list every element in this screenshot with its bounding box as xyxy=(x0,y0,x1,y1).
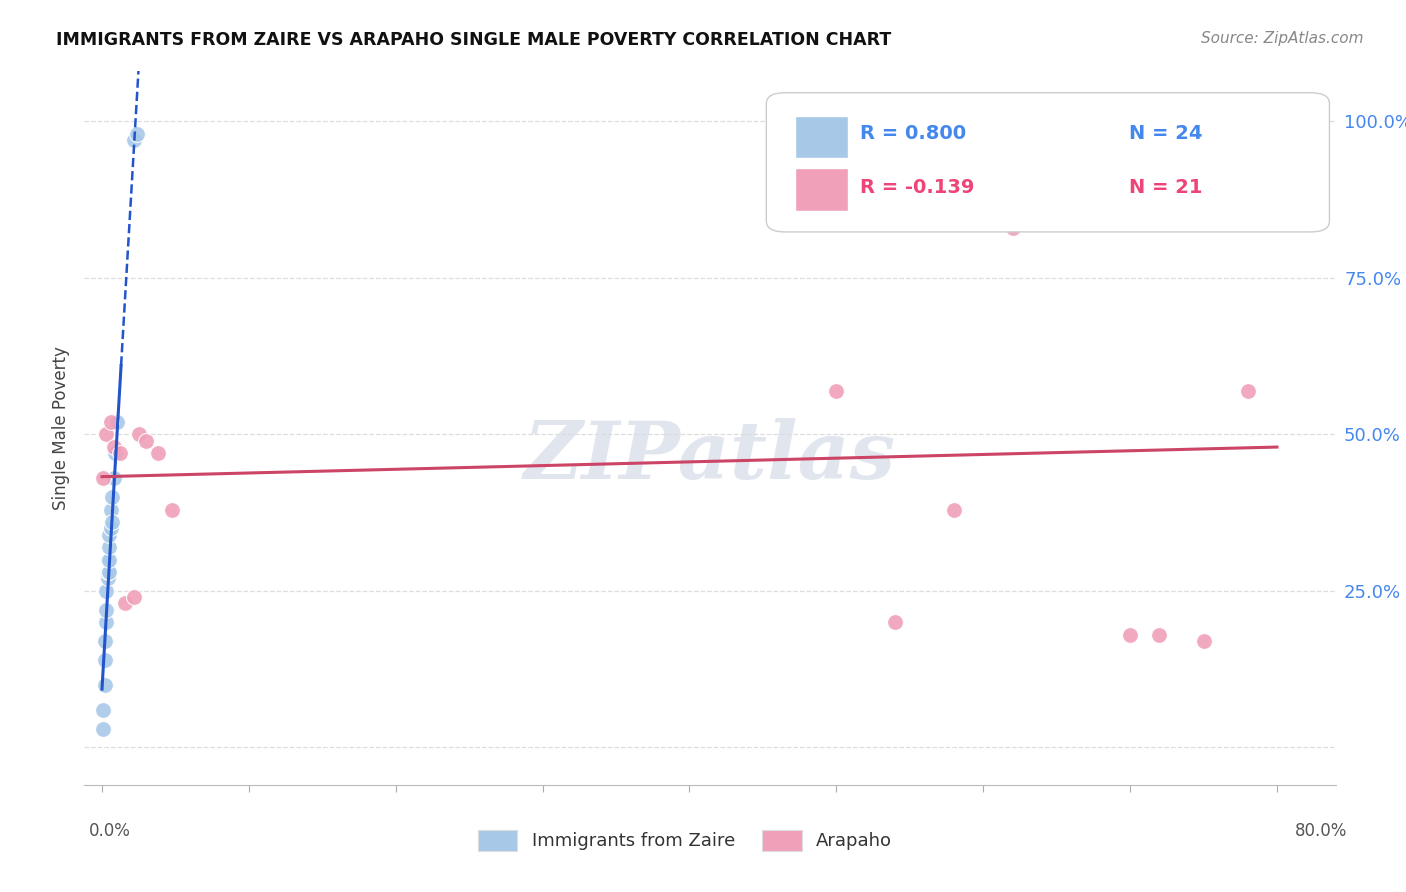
Point xyxy=(93,471,115,485)
Point xyxy=(1236,384,1258,398)
Text: 80.0%: 80.0% xyxy=(1295,822,1347,840)
Point xyxy=(103,440,125,454)
Text: N = 24: N = 24 xyxy=(1129,124,1202,143)
Text: R = 0.800: R = 0.800 xyxy=(860,124,966,143)
Point xyxy=(103,471,125,485)
Point xyxy=(942,502,965,516)
Text: Source: ZipAtlas.com: Source: ZipAtlas.com xyxy=(1201,31,1364,46)
Point xyxy=(1119,628,1142,642)
Point xyxy=(1192,634,1215,648)
Point xyxy=(98,540,121,554)
Text: ZIPatlas: ZIPatlas xyxy=(524,418,896,495)
Point xyxy=(162,502,184,516)
Point xyxy=(100,502,122,516)
Point xyxy=(1046,214,1069,228)
FancyBboxPatch shape xyxy=(766,93,1330,232)
Point xyxy=(128,427,150,442)
Point xyxy=(1090,208,1112,222)
FancyBboxPatch shape xyxy=(796,116,848,159)
Y-axis label: Single Male Poverty: Single Male Poverty xyxy=(52,346,70,510)
Point xyxy=(127,127,149,141)
Point xyxy=(108,446,131,460)
Point xyxy=(94,634,117,648)
FancyBboxPatch shape xyxy=(796,169,848,211)
Point xyxy=(96,615,118,630)
Point xyxy=(97,571,120,585)
Point xyxy=(96,427,118,442)
Point xyxy=(124,590,146,604)
Text: N = 21: N = 21 xyxy=(1129,178,1202,197)
Point xyxy=(101,490,124,504)
Point xyxy=(96,603,118,617)
Point xyxy=(98,565,121,579)
Text: 0.0%: 0.0% xyxy=(89,822,131,840)
Point xyxy=(97,552,120,566)
Point xyxy=(93,703,115,717)
Point xyxy=(1149,628,1171,642)
Point xyxy=(1001,220,1024,235)
Point xyxy=(104,446,127,460)
Point xyxy=(94,678,117,692)
Text: IMMIGRANTS FROM ZAIRE VS ARAPAHO SINGLE MALE POVERTY CORRELATION CHART: IMMIGRANTS FROM ZAIRE VS ARAPAHO SINGLE … xyxy=(56,31,891,49)
Point xyxy=(93,722,115,736)
Point xyxy=(124,133,146,147)
Point xyxy=(96,583,118,598)
Legend: Immigrants from Zaire, Arapaho: Immigrants from Zaire, Arapaho xyxy=(471,822,900,858)
Point xyxy=(114,596,136,610)
Point xyxy=(101,515,124,529)
Point xyxy=(100,521,122,535)
Point xyxy=(98,527,121,541)
Point xyxy=(135,434,157,448)
Point xyxy=(105,415,128,429)
Point xyxy=(825,384,848,398)
Point xyxy=(98,552,121,566)
Point xyxy=(97,565,120,579)
Point xyxy=(884,615,907,630)
Point xyxy=(146,446,169,460)
Text: R = -0.139: R = -0.139 xyxy=(860,178,974,197)
Point xyxy=(94,653,117,667)
Point xyxy=(100,415,122,429)
